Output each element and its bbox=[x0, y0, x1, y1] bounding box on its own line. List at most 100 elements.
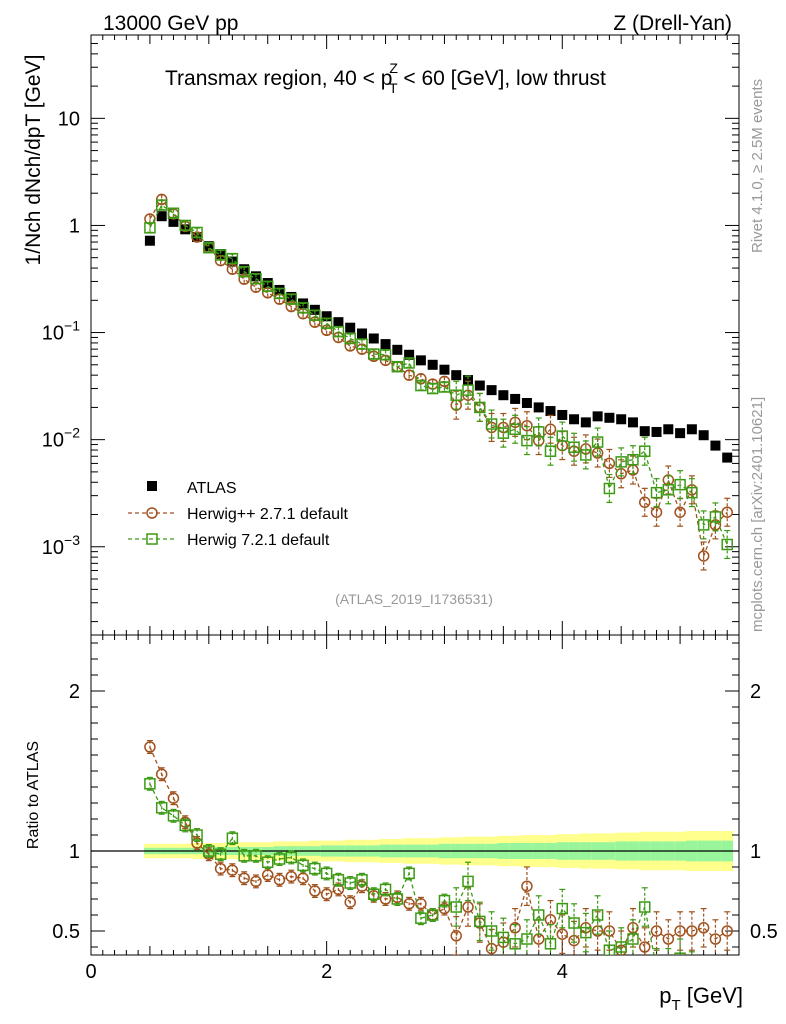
data-point-herwig7 bbox=[485, 418, 498, 430]
data-point-atlas bbox=[569, 414, 580, 425]
ratio-point-herwig7 bbox=[603, 944, 616, 955]
ratio-point-herwig7 bbox=[250, 850, 262, 862]
ratio-point-herwigpp bbox=[638, 941, 651, 953]
ratio-point-herwigpp bbox=[438, 902, 451, 915]
ratio-point-herwigpp bbox=[320, 888, 333, 900]
data-point-herwig7 bbox=[309, 309, 321, 322]
data-point-atlas bbox=[627, 417, 638, 428]
ratio-point-herwigpp bbox=[226, 864, 239, 876]
data-point-herwig7 bbox=[379, 349, 392, 361]
data-point-atlas bbox=[580, 417, 591, 428]
legend-label-herwig7: Herwig 7.2.1 default bbox=[187, 532, 330, 549]
data-point-herwigpp bbox=[650, 506, 663, 518]
ratio-series-1 bbox=[144, 776, 695, 973]
data-point-herwig7 bbox=[332, 325, 345, 338]
data-point-herwig7 bbox=[144, 222, 156, 234]
legend-marker-atlas bbox=[147, 481, 157, 491]
ratio-point-herwig7 bbox=[663, 963, 673, 973]
ratio-point-herwigpp bbox=[662, 933, 675, 945]
ratio-point-herwig7 bbox=[544, 938, 557, 950]
ratio-point-herwig7 bbox=[179, 819, 192, 832]
ratio-point-herwig7 bbox=[273, 853, 286, 865]
data-point-herwigpp bbox=[697, 550, 710, 562]
ratio-point-herwigpp bbox=[309, 885, 321, 897]
ratio-y-tick-label-right: 1 bbox=[750, 841, 761, 863]
ratio-point-herwigpp bbox=[214, 862, 227, 875]
ratio-point-herwigpp bbox=[509, 922, 521, 934]
data-point-herwigpp bbox=[674, 506, 686, 518]
ratio-point-herwigpp bbox=[285, 870, 298, 883]
data-point-herwig7 bbox=[462, 384, 474, 396]
data-point-herwig7 bbox=[356, 338, 368, 350]
data-point-herwig7 bbox=[662, 484, 675, 496]
ratio-point-herwig7 bbox=[332, 874, 345, 886]
ratio-point-herwigpp bbox=[403, 898, 415, 910]
data-point-herwig7 bbox=[426, 382, 439, 395]
ratio-point-herwigpp bbox=[674, 925, 686, 937]
data-point-herwig7 bbox=[615, 456, 627, 468]
ratio-point-herwig7 bbox=[674, 952, 686, 955]
data-point-herwig7 bbox=[226, 252, 239, 265]
data-point-herwigpp bbox=[638, 496, 651, 509]
data-point-herwig7 bbox=[438, 381, 451, 393]
data-point-atlas bbox=[156, 211, 167, 222]
ratio-point-herwigpp bbox=[556, 928, 569, 940]
data-point-herwig7 bbox=[214, 249, 227, 261]
data-point-atlas bbox=[557, 409, 568, 420]
data-point-herwig7 bbox=[674, 478, 686, 491]
data-point-atlas bbox=[392, 344, 403, 355]
data-point-atlas bbox=[368, 333, 379, 344]
ratio-point-herwig7 bbox=[309, 862, 321, 875]
ratio-series-line bbox=[149, 746, 728, 952]
data-point-atlas bbox=[427, 359, 438, 370]
ratio-point-herwig7 bbox=[261, 856, 274, 868]
ratio-point-herwigpp bbox=[697, 922, 710, 934]
data-point-herwig7 bbox=[273, 287, 286, 300]
ratio-point-herwig7 bbox=[144, 778, 156, 790]
data-point-herwig7 bbox=[344, 332, 356, 345]
ratio-point-herwig7 bbox=[485, 925, 498, 937]
ratio-point-herwigpp bbox=[721, 925, 733, 937]
data-point-herwig7 bbox=[521, 434, 533, 447]
ratio-y-tick-label-right: 0.5 bbox=[750, 921, 778, 943]
data-point-herwigpp bbox=[226, 263, 239, 275]
data-point-herwig7 bbox=[603, 482, 616, 495]
data-point-herwig7 bbox=[415, 379, 427, 392]
data-point-atlas bbox=[533, 402, 544, 413]
legend: ATLAS Herwig++ 2.7.1 default Herwig 7.2.… bbox=[128, 480, 349, 549]
ratio-y-axis-label: Ratio to ATLAS bbox=[25, 741, 42, 849]
legend-label-herwigpp: Herwig++ 2.7.1 default bbox=[187, 506, 349, 523]
x-axis-label: pT [GeV] bbox=[659, 983, 743, 1014]
data-point-atlas bbox=[463, 375, 474, 386]
series-0 bbox=[144, 211, 733, 463]
ratio-point-herwig7 bbox=[532, 909, 545, 921]
ratio-point-herwig7 bbox=[462, 875, 474, 888]
data-point-herwig7 bbox=[568, 441, 580, 453]
data-point-herwig7 bbox=[167, 207, 180, 219]
ratio-point-herwig7 bbox=[450, 901, 462, 913]
ratio-point-herwigpp bbox=[686, 925, 698, 937]
data-point-atlas bbox=[639, 426, 650, 437]
ratio-point-herwigpp bbox=[462, 901, 474, 913]
ratio-y-tick-label-left: 1 bbox=[69, 841, 80, 863]
ratio-point-herwigpp bbox=[144, 741, 156, 753]
x-tick-label: 0 bbox=[85, 961, 96, 983]
data-point-atlas bbox=[215, 249, 226, 260]
ratio-point-herwigpp bbox=[261, 869, 274, 881]
data-point-atlas bbox=[592, 411, 603, 422]
data-point-atlas bbox=[651, 426, 662, 437]
ratio-point-herwigpp bbox=[344, 896, 356, 908]
ratio-point-herwigpp bbox=[250, 875, 262, 888]
data-point-atlas bbox=[168, 216, 179, 227]
data-point-atlas bbox=[498, 390, 509, 401]
data-point-herwig7 bbox=[368, 348, 380, 360]
data-point-herwig7 bbox=[203, 241, 215, 254]
ratio-point-herwig7 bbox=[627, 933, 639, 945]
process-label-left: 13000 GeV pp bbox=[103, 12, 238, 35]
ratio-point-herwigpp bbox=[191, 837, 203, 849]
ratio-point-herwigpp bbox=[709, 933, 722, 945]
legend-label-atlas: ATLAS bbox=[187, 480, 237, 497]
legend-marker-herwig7 bbox=[146, 533, 158, 545]
y-tick-label: 10 bbox=[58, 108, 80, 130]
